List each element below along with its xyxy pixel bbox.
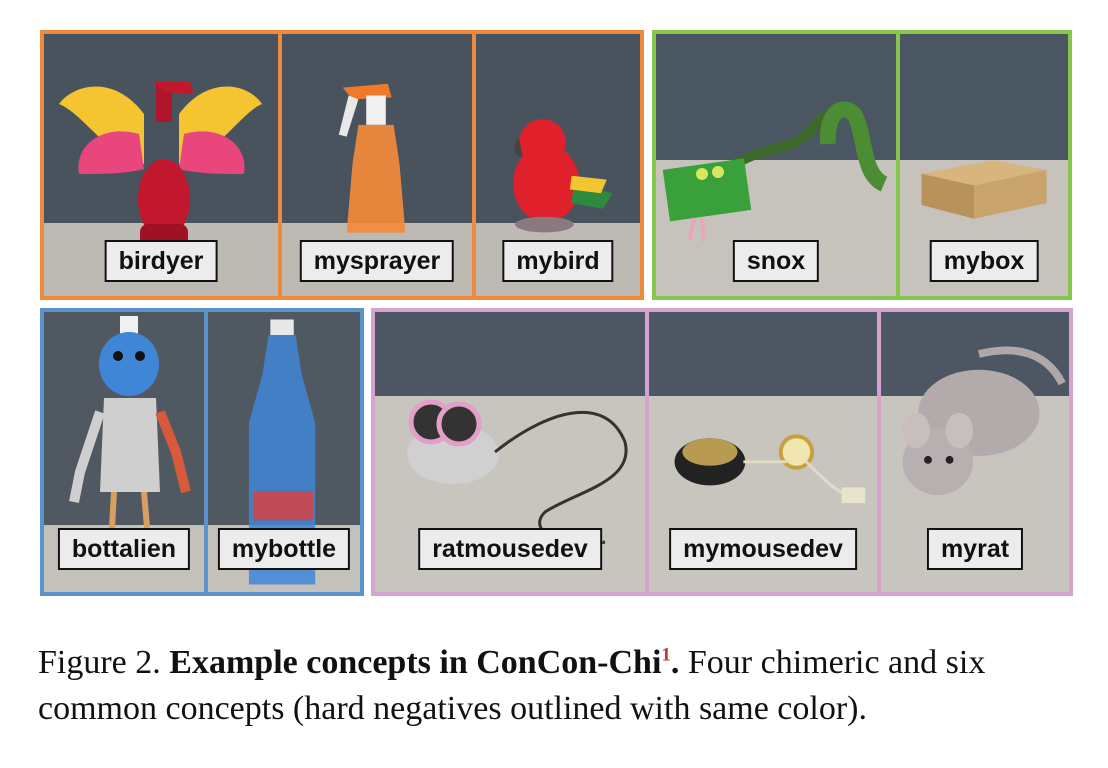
bottle-alien-icon	[69, 316, 191, 563]
caption-prefix: Figure 2.	[38, 644, 161, 681]
concept-label: bottalien	[57, 528, 191, 570]
concept-label: mysprayer	[299, 240, 455, 282]
cardboard-box-icon	[921, 160, 1047, 219]
concept-label: snox	[732, 240, 820, 282]
concept-label: myrat	[926, 528, 1024, 570]
concept-panel-snox: snox	[656, 34, 896, 296]
figure-caption: Figure 2. Example concepts in ConCon-Chi…	[38, 640, 1088, 732]
caption-title: Example concepts in ConCon-Chi1.	[169, 644, 680, 681]
water-bottle-icon	[248, 319, 316, 585]
concept-label: mybottle	[217, 528, 351, 570]
rat-mouse-device-icon	[407, 399, 628, 547]
concept-label: mymousedev	[669, 528, 857, 570]
concept-group-blue: bottalien mybottle	[40, 308, 364, 596]
parrot-toy-icon	[513, 119, 613, 233]
concept-panel-mybird: mybird	[472, 34, 640, 296]
spray-bottle-icon	[338, 83, 406, 233]
concept-group-green: snox mybox	[652, 30, 1072, 300]
concept-panel-mymousedev: mymousedev	[645, 312, 877, 592]
concept-label: mybox	[929, 240, 1039, 282]
footnote-marker: 1	[661, 644, 671, 666]
concept-panel-birdyer: birdyer	[44, 34, 278, 296]
concept-panel-mybox: mybox	[896, 34, 1068, 296]
concept-panel-bottalien: bottalien	[44, 312, 204, 592]
concept-panel-ratmousedev: ratmousedev	[375, 312, 645, 592]
concept-label: birdyer	[104, 240, 218, 282]
concept-panel-myrat: myrat	[877, 312, 1069, 592]
computer-mouse-icon	[674, 434, 866, 504]
plush-rat-icon	[902, 346, 1066, 496]
concept-panel-mysprayer: mysprayer	[278, 34, 472, 296]
caption-text: Four chimeric and six common concepts (h…	[38, 644, 986, 727]
concept-label: ratmousedev	[418, 528, 602, 570]
concept-group-pink: ratmousedev mymousedev myrat	[371, 308, 1073, 596]
concept-group-orange: birdyer mysprayer mybird	[40, 30, 644, 300]
concept-panel-mybottle: mybottle	[204, 312, 360, 592]
concept-label: mybird	[502, 240, 614, 282]
snake-box-icon	[662, 101, 889, 243]
